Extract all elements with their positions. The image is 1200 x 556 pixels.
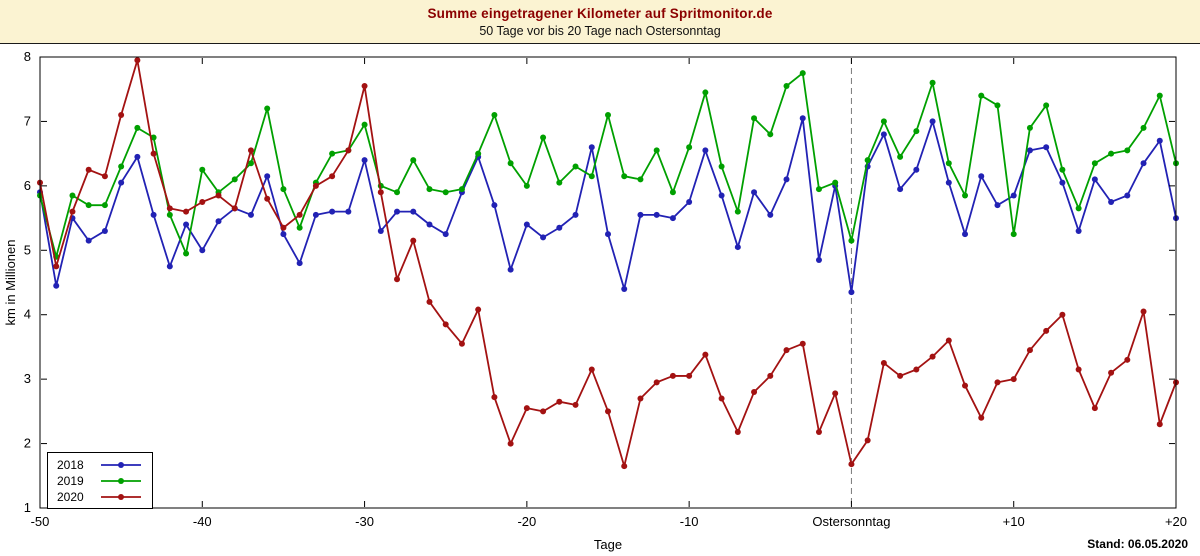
chart-title: Summe eingetragener Kilometer auf Spritm…: [427, 6, 773, 21]
svg-text:-20: -20: [517, 514, 536, 529]
svg-text:3: 3: [24, 371, 31, 386]
chart-subtitle: 50 Tage vor bis 20 Tage nach Ostersonnta…: [479, 24, 721, 38]
legend-label-2020: 2020: [57, 489, 84, 504]
svg-text:km in Millionen: km in Millionen: [3, 240, 18, 326]
svg-text:8: 8: [24, 49, 31, 64]
svg-text:5: 5: [24, 242, 31, 257]
legend-line-sample-icon: [101, 493, 141, 500]
svg-text:6: 6: [24, 178, 31, 193]
svg-text:+20: +20: [1165, 514, 1187, 529]
svg-text:-50: -50: [31, 514, 50, 529]
legend-item-2020: 2020: [57, 489, 143, 504]
legend-item-2018: 2018: [57, 457, 143, 472]
x-axis-title: Tage: [593, 537, 623, 552]
legend-item-2019: 2019: [57, 473, 143, 488]
legend-line-sample-icon: [101, 461, 141, 468]
stand-date: Stand: 06.05.2020: [1087, 537, 1188, 551]
svg-text:-30: -30: [355, 514, 374, 529]
svg-text:7: 7: [24, 113, 31, 128]
legend-label-2018: 2018: [57, 457, 84, 472]
svg-text:2: 2: [24, 436, 31, 451]
svg-text:Ostersonntag: Ostersonntag: [812, 514, 890, 529]
svg-text:-10: -10: [680, 514, 699, 529]
svg-text:4: 4: [24, 307, 31, 322]
legend-label-2019: 2019: [57, 473, 84, 488]
svg-text:1: 1: [24, 500, 31, 515]
legend: 2018 2019 2020: [47, 452, 153, 509]
legend-line-sample-icon: [101, 477, 141, 484]
chart-title-bar: Summe eingetragener Kilometer auf Spritm…: [0, 0, 1200, 44]
svg-text:-40: -40: [193, 514, 212, 529]
svg-text:+10: +10: [1003, 514, 1025, 529]
plot-area: 1 2 3 4 5 6 7 8 -50 -40 -30 -20 -10 Ostersonntag +10 +2…: [3, 49, 1187, 529]
